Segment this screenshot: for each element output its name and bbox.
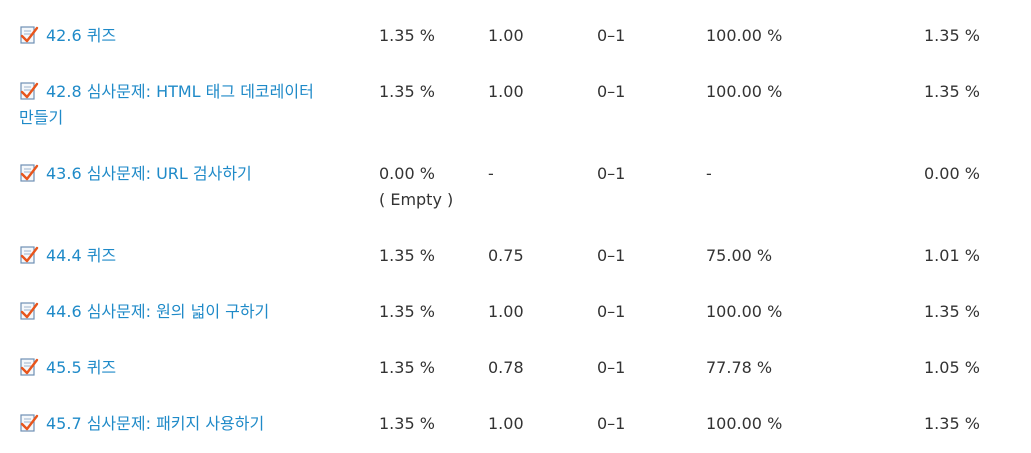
weight-value: 1.35 % (379, 246, 435, 265)
grade-item-link[interactable]: 45.5 퀴즈 (46, 358, 117, 377)
weight-value: 1.35 % (379, 82, 435, 101)
grade-item-link[interactable]: 44.6 심사문제: 원의 넓이 구하기 (46, 302, 270, 321)
percentage-value: 100.00 % (706, 26, 783, 45)
quiz-check-icon (20, 82, 39, 100)
range-value: 0–1 (597, 26, 626, 45)
grade-item-link[interactable]: 43.6 심사문제: URL 검사하기 (46, 164, 252, 183)
weight-cell: 0.00 % ( Empty ) (379, 161, 453, 213)
grade-value: 0.75 (488, 246, 524, 265)
range-value: 0–1 (597, 302, 626, 321)
contribution-value: 1.35 % (924, 302, 980, 321)
percentage-value: 100.00 % (706, 82, 783, 101)
grade-value: 1.00 (488, 26, 524, 45)
quiz-check-icon (20, 246, 39, 264)
grade-item-cell: 44.4 퀴즈 (19, 243, 359, 269)
grade-item-link[interactable]: 44.4 퀴즈 (46, 246, 117, 265)
contribution-value: 0.00 % (924, 164, 980, 183)
grade-item-cell: 45.5 퀴즈 (19, 355, 359, 381)
percentage-value: 100.00 % (706, 414, 783, 433)
weight-value: 1.35 % (379, 302, 435, 321)
range-value: 0–1 (597, 358, 626, 377)
range-value: 0–1 (597, 164, 626, 183)
grade-value: 1.00 (488, 82, 524, 101)
quiz-check-icon (20, 164, 39, 182)
weight-value: 1.35 % (379, 358, 435, 377)
range-value: 0–1 (597, 414, 626, 433)
percentage-value: 77.78 % (706, 358, 773, 377)
percentage-value: 75.00 % (706, 246, 773, 265)
grade-value: 1.00 (488, 302, 524, 321)
contribution-value: 1.05 % (924, 358, 980, 377)
percentage-value: 100.00 % (706, 302, 783, 321)
contribution-value: 1.35 % (924, 26, 980, 45)
grade-item-cell: 42.6 퀴즈 (19, 23, 359, 49)
quiz-check-icon (20, 358, 39, 376)
weight-empty-note: ( Empty ) (379, 190, 454, 209)
grade-item-link-line2: 만들기 (19, 108, 64, 127)
grade-item-link-line1: 42.8 심사문제: HTML 태그 데코레이터 (46, 82, 314, 101)
grade-item-cell: 44.6 심사문제: 원의 넓이 구하기 (19, 299, 359, 325)
quiz-check-icon (20, 26, 39, 44)
grade-item-cell: 43.6 심사문제: URL 검사하기 (19, 161, 359, 187)
percentage-value: - (706, 164, 712, 183)
weight-value: 1.35 % (379, 26, 435, 45)
grade-item-link[interactable]: 42.6 퀴즈 (46, 26, 117, 45)
contribution-value: 1.01 % (924, 246, 980, 265)
quiz-check-icon (20, 302, 39, 320)
range-value: 0–1 (597, 246, 626, 265)
contribution-value: 1.35 % (924, 414, 980, 433)
grade-item-link[interactable]: 45.7 심사문제: 패키지 사용하기 (46, 414, 265, 433)
weight-value: 0.00 % (379, 164, 435, 183)
grade-item-cell: 45.7 심사문제: 패키지 사용하기 (19, 411, 359, 437)
contribution-value: 1.35 % (924, 82, 980, 101)
grade-value: - (488, 164, 494, 183)
range-value: 0–1 (597, 82, 626, 101)
grade-value: 1.00 (488, 414, 524, 433)
quiz-check-icon (20, 414, 39, 432)
weight-value: 1.35 % (379, 414, 435, 433)
grade-value: 0.78 (488, 358, 524, 377)
